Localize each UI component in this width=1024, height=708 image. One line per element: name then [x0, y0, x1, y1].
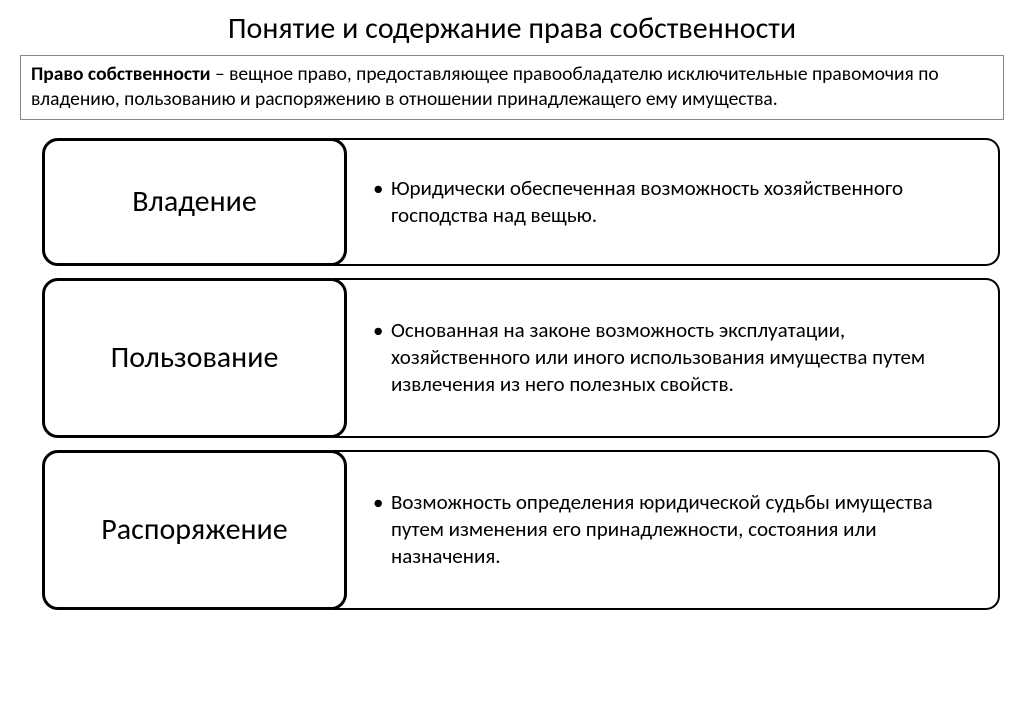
definition-box: Право собственности – вещное право, пред…	[20, 55, 1004, 120]
concept-description: Возможность определения юридической судь…	[373, 489, 980, 570]
concept-label: Распоряжение	[101, 511, 287, 548]
concept-label-box: Распоряжение	[42, 450, 347, 610]
concept-label: Пользование	[111, 339, 279, 376]
definition-separator: –	[211, 62, 230, 86]
concept-description-box: Возможность определения юридической судь…	[333, 450, 1000, 610]
concept-label: Владение	[132, 183, 257, 220]
concept-description: Юридически обеспеченная возможность хозя…	[373, 175, 980, 229]
definition-term: Право собственности	[31, 62, 211, 86]
concept-label-box: Владение	[42, 138, 347, 266]
concept-label-box: Пользование	[42, 278, 347, 438]
concept-description: Основанная на законе возможность эксплуа…	[373, 317, 980, 398]
concept-rows: Владение Юридически обеспеченная возможн…	[20, 138, 1004, 610]
concept-description-box: Основанная на законе возможность эксплуа…	[333, 278, 1000, 438]
concept-description-box: Юридически обеспеченная возможность хозя…	[333, 138, 1000, 266]
concept-row: Распоряжение Возможность определения юри…	[42, 450, 1000, 610]
page-title: Понятие и содержание права собственности	[20, 10, 1004, 47]
concept-row: Владение Юридически обеспеченная возможн…	[42, 138, 1000, 266]
concept-row: Пользование Основанная на законе возможн…	[42, 278, 1000, 438]
